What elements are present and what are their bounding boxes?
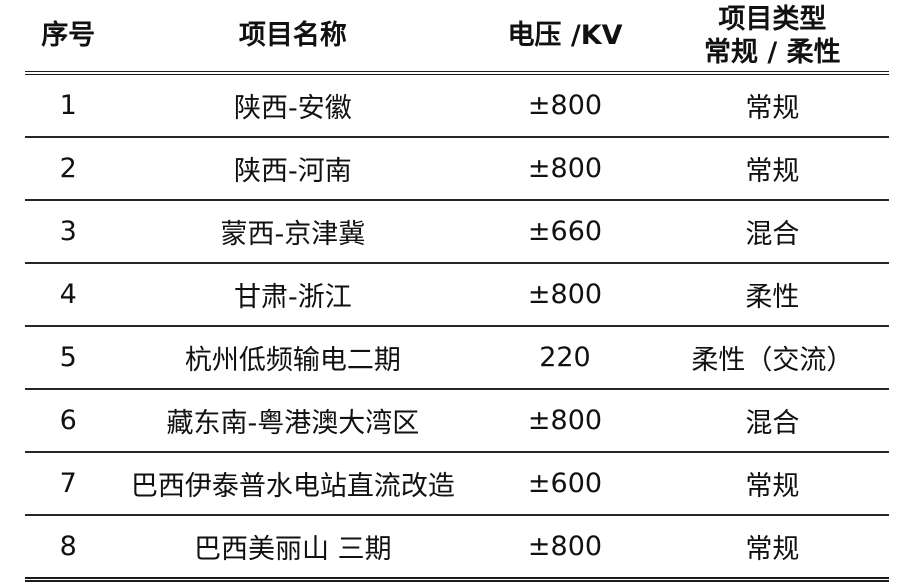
col-header-name: 项目名称 [238, 20, 347, 51]
header-row: 序号 项目名称 电压 /KV 项目类型 常规 / 柔性 [25, 0, 889, 73]
table-row: 3 蒙西-京津冀 ±660 混合 [25, 200, 889, 263]
cell-voltage: 220 [539, 342, 591, 373]
table-row: 8 巴西美丽山 三期 ±800 常规 [25, 515, 889, 580]
col-header-index: 序号 [41, 20, 96, 51]
projects-table: 序号 项目名称 电压 /KV 项目类型 常规 / 柔性 1 陕西-安徽 ±800… [25, 0, 889, 582]
cell-name: 陕西-河南 [233, 156, 352, 187]
cell-index: 3 [59, 216, 77, 247]
table-row: 2 陕西-河南 ±800 常规 [25, 137, 889, 200]
cell-name: 巴西伊泰普水电站直流改造 [130, 471, 455, 502]
cell-type: 混合 [745, 408, 800, 439]
cell-name: 陕西-安徽 [233, 93, 352, 124]
cell-type: 常规 [745, 534, 800, 565]
col-header-type: 项目类型 常规 / 柔性 [656, 0, 889, 73]
cell-type: 常规 [745, 471, 800, 502]
cell-index: 5 [59, 342, 77, 373]
cell-index: 4 [59, 279, 77, 310]
col-header-voltage: 电压 /KV [507, 20, 623, 51]
cell-name: 蒙西-京津冀 [220, 219, 366, 250]
cell-type: 柔性 [745, 282, 800, 313]
cell-voltage: ±660 [527, 216, 603, 247]
cell-index: 6 [59, 405, 77, 436]
cell-index: 1 [59, 90, 77, 121]
cell-voltage: ±800 [527, 90, 603, 121]
cell-type: 常规 [745, 156, 800, 187]
cell-index: 7 [59, 468, 77, 499]
cell-type: 混合 [745, 219, 800, 250]
cell-voltage: ±800 [527, 153, 603, 184]
cell-type: 常规 [745, 93, 800, 124]
table-row: 4 甘肃-浙江 ±800 柔性 [25, 263, 889, 326]
cell-name: 杭州低频输电二期 [184, 345, 401, 376]
cell-name: 藏东南-粤港澳大湾区 [166, 408, 420, 439]
table-row: 7 巴西伊泰普水电站直流改造 ±600 常规 [25, 452, 889, 515]
cell-voltage: ±800 [527, 531, 603, 562]
cell-type: 柔性（交流） [691, 345, 854, 376]
cell-voltage: ±800 [527, 279, 603, 310]
cell-voltage: ±600 [527, 468, 603, 499]
cell-index: 2 [59, 153, 77, 184]
cell-voltage: ±800 [527, 405, 603, 436]
table-row: 5 杭州低频输电二期 220 柔性（交流） [25, 326, 889, 389]
cell-name: 甘肃-浙江 [233, 282, 352, 313]
table-row: 6 藏东南-粤港澳大湾区 ±800 混合 [25, 389, 889, 452]
cell-name: 巴西美丽山 三期 [194, 534, 392, 565]
col-header-type-line1: 项目类型 [718, 3, 827, 35]
col-header-type-line2: 常规 / 柔性 [704, 36, 841, 68]
cell-index: 8 [59, 531, 77, 562]
table-row: 1 陕西-安徽 ±800 常规 [25, 73, 889, 137]
